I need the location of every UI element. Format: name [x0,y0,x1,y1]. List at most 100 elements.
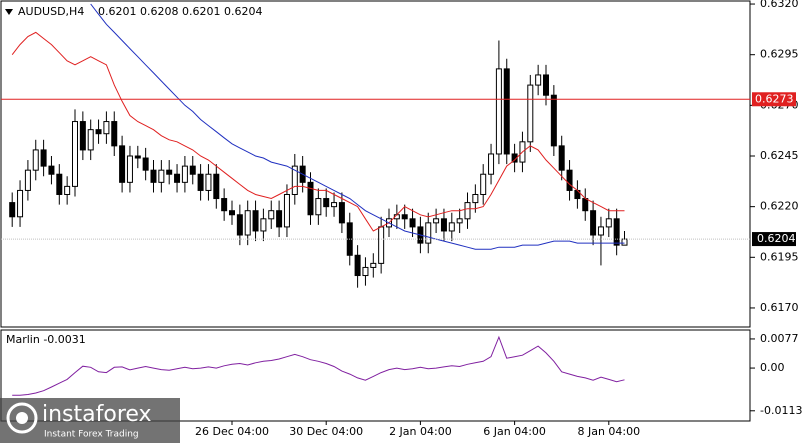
candle-body [558,145,565,171]
candle-body [472,193,479,204]
candle-body [79,121,86,151]
plot-layer: 0.61700.61950.62200.62450.62700.62950.63… [1,0,802,438]
candle-body [166,169,173,175]
candle-body [221,198,228,212]
candle-body [370,262,377,268]
x-tick-label: 30 Dec 04:00 [289,425,363,438]
candle-body [119,145,126,183]
candle-body [229,210,235,216]
level-label-box [752,92,796,107]
candle-body [181,165,188,183]
level-label: 0.6273 [755,92,794,105]
logo-icon-core [16,412,28,424]
y-tick-label: 0.6195 [760,250,799,263]
candle-body [456,218,463,224]
logo-tagline: Instant Forex Trading [44,430,139,440]
candle-body [268,210,275,220]
logo-icon [6,402,38,434]
candle-body [566,169,573,191]
candle-body [134,155,141,159]
candle-body [323,198,330,208]
candle-body [605,218,612,228]
indicator-pane [0,329,751,422]
candle-body [315,198,322,216]
y-tick-label: -0.0113 [760,404,802,417]
logo-name: instaforex [42,402,152,427]
candle-body [72,121,78,187]
candle-body [252,210,259,232]
y-tick-label: 0.6295 [760,48,799,61]
candle-body [338,202,345,224]
symbol: AUDUSD,H4 [18,5,84,18]
candle-body [126,155,133,183]
candle-body [495,68,502,155]
candle-body [409,218,416,228]
candle-body [433,218,440,224]
candle-body [582,198,589,212]
candle-body [291,165,298,195]
candle-body [362,266,369,277]
candle-body [174,173,181,183]
candle-body [189,165,196,175]
candle-body [425,222,432,244]
candle-body [205,173,212,191]
candle-body [64,185,71,195]
y-tick-label: 0.00 [760,361,785,374]
candle-body [543,74,549,96]
candle-body [158,169,165,183]
candle-body [103,121,110,135]
logo: instaforex Instant Forex Trading [0,398,180,443]
candle-body [307,181,314,216]
candle-body [283,193,290,228]
candle-body [621,238,628,246]
candle-body [276,210,283,228]
candle-body [87,129,94,151]
candle-body [32,149,39,171]
candle-body [448,222,455,232]
candle-body [197,173,204,191]
price-label: 0.6204 [757,232,796,245]
indicator-title: Marlin -0.0031 [6,333,86,346]
candle-body [503,68,510,155]
x-tick-label: 8 Jan 04:00 [577,425,640,438]
candle-body [480,173,487,195]
candle-body [401,214,408,220]
x-tick-label: 6 Jan 04:00 [483,425,546,438]
candle-body [24,169,31,191]
quote: 0.6201 0.6208 0.6201 0.6204 [98,5,262,18]
candle-body [95,129,102,135]
candle-body [590,210,597,236]
candle-body [440,218,447,232]
y-tick-label: 0.6170 [760,301,799,314]
candle-body [260,218,267,232]
main-pane [0,0,751,328]
y-tick-label: 0.0077 [760,332,799,345]
candle-body [40,149,47,167]
candle-body [550,94,557,147]
x-tick-label: 26 Dec 04:00 [195,425,269,438]
candle-body [56,173,63,195]
y-tick-label: 0.6220 [760,200,799,213]
candle-body [9,202,16,218]
candle-body [48,165,55,175]
candle-body [488,153,495,175]
line-series [90,3,625,250]
candle-body [378,226,385,264]
x-tick-label: 2 Jan 04:00 [389,425,452,438]
line-series [12,335,625,396]
y-tick-label: 0.6245 [760,149,799,162]
candle-body [331,202,338,208]
candle-body [464,202,471,220]
candle-body [236,214,243,236]
line-series [11,31,625,232]
candle-body [597,226,604,236]
candle-body [142,157,149,171]
menu-arrow [5,9,13,15]
candle-body [354,254,361,277]
candle-body [613,218,620,246]
candle-body [535,74,542,86]
candle-body [17,189,24,218]
y-tick-label: 0.6320 [760,0,799,10]
candle-body [150,169,157,183]
